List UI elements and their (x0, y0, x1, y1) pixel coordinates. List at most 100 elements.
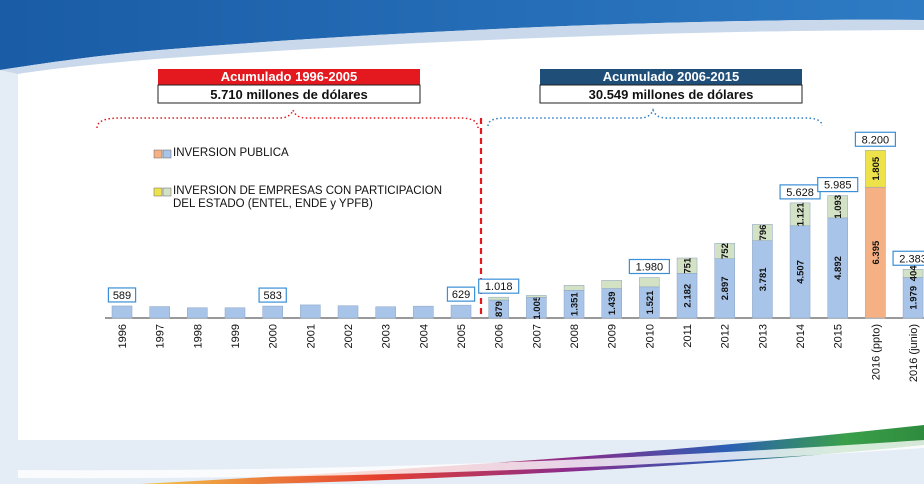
bar-segment (224, 307, 246, 319)
total-label-box (107, 287, 137, 303)
bottom-swoosh-light (18, 440, 924, 479)
value-label: 1.351 (570, 292, 581, 316)
bar-segment (337, 305, 359, 319)
period-brace (487, 107, 823, 127)
annotation-title: Acumulado 1996-2005 (221, 69, 358, 84)
bar-segment (488, 296, 509, 301)
value-label: 4.507 (796, 260, 807, 284)
bar-segment (789, 202, 811, 227)
annotation-body (539, 84, 803, 104)
x-tick-label: 2011 (682, 324, 694, 348)
bar-segment (111, 305, 133, 319)
bar-segment (375, 306, 396, 319)
total-label: 583 (264, 290, 282, 302)
bar-segment (902, 269, 924, 278)
bar-segment (262, 305, 283, 319)
top-banner (0, 0, 924, 70)
legend-swatch (153, 187, 163, 197)
x-tick-label: 2006 (494, 324, 506, 348)
legend-swatch (162, 149, 172, 159)
bar-segment (149, 306, 170, 319)
value-label: 2.182 (683, 284, 694, 308)
x-tick-label: 2012 (720, 324, 732, 348)
value-label: 4.892 (833, 256, 844, 280)
bar-segment (714, 243, 735, 259)
bar-segment (300, 304, 321, 319)
total-label: 629 (452, 289, 470, 301)
annotation-header (540, 69, 802, 85)
value-label: 1.979 (909, 286, 920, 310)
legend-entry: INVERSION DE EMPRESAS CON PARTICIPACION … (173, 185, 443, 210)
bar-segment (865, 150, 886, 188)
x-tick-label: 2016 (ppto) (870, 324, 882, 380)
period-brace (96, 107, 479, 129)
value-label: 6.395 (871, 240, 882, 264)
bar-segment (187, 307, 208, 319)
value-label: 1.521 (645, 290, 656, 314)
value-label: 1.439 (607, 291, 618, 315)
x-tick-label: 2007 (531, 324, 543, 348)
x-tick-label: 2014 (795, 324, 807, 348)
value-label: 2.897 (720, 276, 731, 300)
total-label: 5.628 (786, 187, 814, 199)
x-tick-label: 2002 (343, 324, 355, 348)
value-label: 752 (720, 243, 731, 259)
x-tick-label: 2000 (268, 324, 280, 348)
value-label: 404 (909, 265, 920, 282)
x-tick-label: 1998 (192, 324, 204, 348)
bar-segment (601, 280, 622, 289)
total-label-box (892, 250, 924, 266)
total-label-box (817, 176, 859, 193)
left-strip (0, 0, 18, 484)
total-label: 2.383 (899, 253, 924, 265)
x-tick-label: 2001 (305, 324, 317, 348)
x-tick-label: 2003 (381, 324, 393, 348)
legend-swatch (153, 149, 163, 159)
bar-segment (413, 305, 434, 319)
legend-swatch (162, 187, 172, 197)
x-tick-label: 2013 (757, 324, 769, 348)
total-label-box (446, 286, 476, 302)
total-label-box (258, 287, 287, 303)
bar-segment (563, 285, 585, 291)
x-tick-label: 1999 (230, 324, 242, 348)
value-label: 879 (494, 301, 505, 317)
total-label: 5.985 (824, 180, 852, 192)
bar-segment (752, 224, 773, 241)
x-tick-label: 2010 (644, 324, 656, 348)
legend-label: INVERSION DE EMPRESAS CON PARTICIPACION … (173, 185, 443, 210)
value-label: 796 (758, 225, 769, 241)
value-label: 751 (683, 257, 694, 274)
bar-segment (526, 295, 547, 298)
total-label-box (628, 258, 670, 275)
legend-label: INVERSION PÚBLICA (173, 147, 289, 159)
x-tick-label: 2009 (607, 324, 619, 348)
bar-segment (450, 304, 472, 319)
value-label: 1.005 (532, 295, 543, 319)
legend-entry: INVERSION PÚBLICA (173, 147, 289, 159)
total-label: 1.018 (485, 281, 513, 293)
bar-segment (676, 257, 698, 274)
annotation-header (158, 69, 420, 85)
x-tick-label: 2008 (569, 324, 581, 348)
x-tick-label: 1997 (155, 324, 167, 348)
x-tick-label: 2005 (456, 324, 468, 348)
value-label: 1.805 (871, 156, 882, 180)
annotation-body (157, 84, 421, 104)
x-tick-label: 1996 (117, 324, 129, 348)
bar-segment (827, 195, 848, 219)
value-label: 1.093 (833, 195, 844, 219)
bar-segment (639, 277, 660, 288)
annotation-text: 5.710 millones de dólares (210, 87, 368, 102)
value-label: 1.121 (796, 202, 807, 226)
total-label-box (478, 278, 520, 294)
total-label: 589 (113, 290, 131, 302)
x-tick-label: 2004 (418, 324, 430, 348)
total-label: 1.980 (636, 262, 664, 274)
x-tick-label: 2015 (833, 324, 845, 348)
x-tick-label: 2016 (junio) (908, 324, 920, 382)
top-swoosh (0, 19, 924, 74)
total-label: 8.200 (862, 134, 890, 146)
